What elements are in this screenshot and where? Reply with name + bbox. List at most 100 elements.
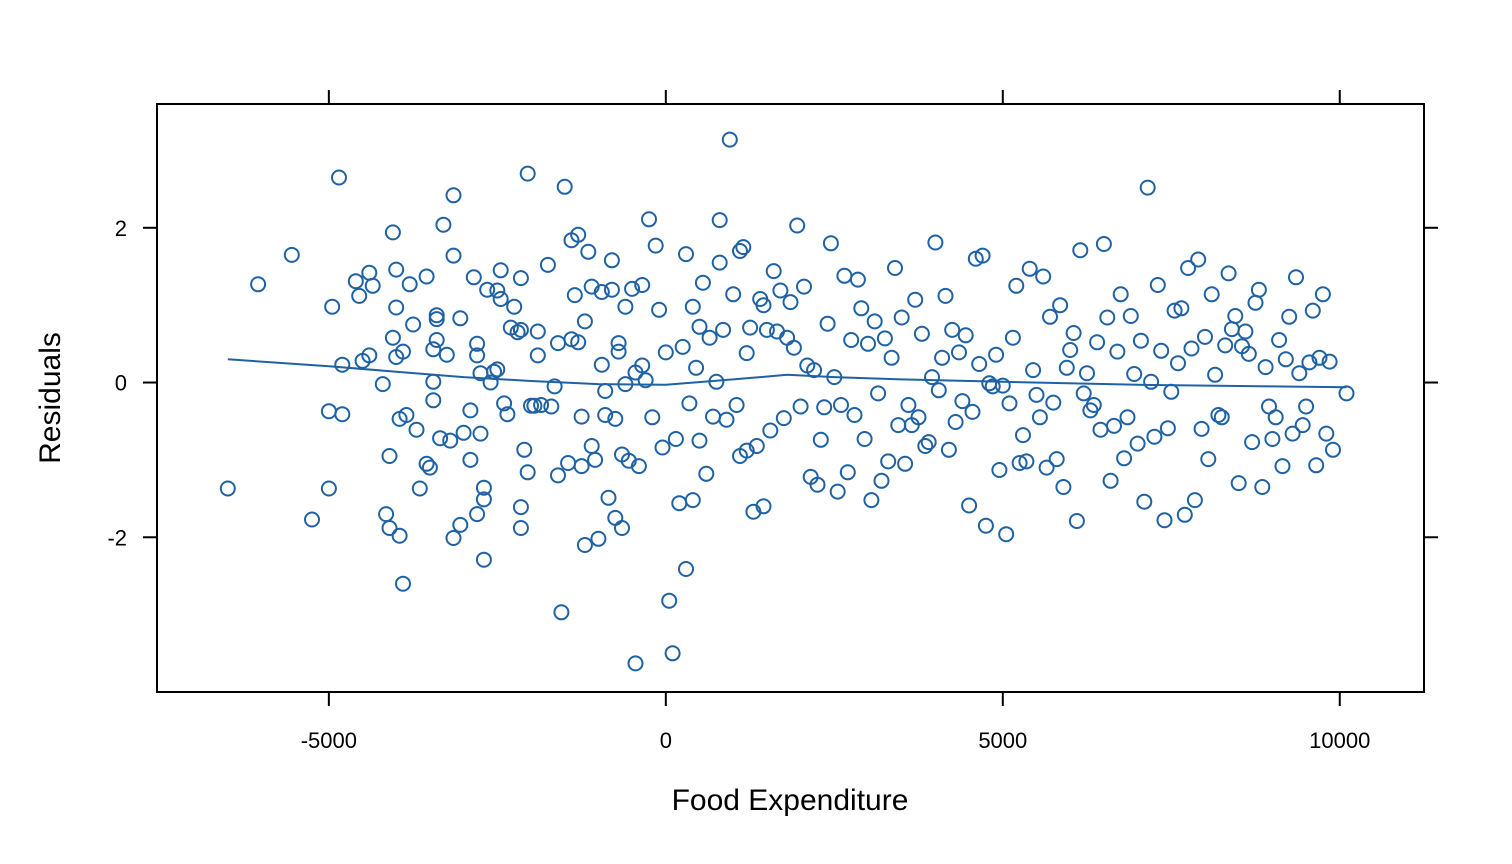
data-point <box>1264 431 1281 447</box>
data-point <box>1011 455 1028 471</box>
data-point <box>1254 479 1271 495</box>
data-point <box>1079 365 1095 382</box>
data-point <box>1240 345 1257 362</box>
data-point <box>1173 300 1190 317</box>
data-point <box>738 345 755 362</box>
data-point <box>512 499 529 516</box>
data-point <box>624 280 641 297</box>
data-point <box>590 530 607 547</box>
data-point <box>1102 472 1119 489</box>
data-point <box>570 334 587 351</box>
data-point <box>452 310 469 327</box>
data-point <box>1021 260 1038 277</box>
data-point <box>1001 395 1018 412</box>
data-point <box>711 254 728 271</box>
data-point <box>610 335 627 352</box>
data-point <box>917 438 934 454</box>
data-point <box>1207 366 1224 383</box>
data-point <box>1008 277 1025 294</box>
data-point <box>334 356 351 373</box>
data-point <box>1159 420 1176 437</box>
data-point <box>664 645 681 662</box>
x-tick-label: 5000 <box>978 728 1027 753</box>
data-point <box>283 246 300 263</box>
data-point <box>856 431 873 447</box>
data-point <box>219 480 236 497</box>
axis-ticks <box>143 90 1438 706</box>
data-point <box>1180 260 1197 276</box>
data-point <box>1136 493 1153 510</box>
data-point <box>732 243 748 259</box>
data-point <box>1301 354 1318 371</box>
smooth-line <box>227 358 1347 389</box>
data-point <box>469 506 486 523</box>
data-point <box>1132 332 1149 349</box>
data-point <box>506 298 523 315</box>
data-point <box>573 458 590 475</box>
data-point <box>1004 329 1021 346</box>
data-point <box>1247 294 1264 311</box>
data-point <box>951 344 967 361</box>
data-point <box>1116 450 1133 467</box>
data-point <box>573 408 590 425</box>
data-point <box>947 414 964 430</box>
data-point <box>1018 453 1035 470</box>
data-point <box>705 408 721 425</box>
data-point <box>718 411 735 428</box>
data-point <box>1072 242 1089 259</box>
data-point <box>519 464 536 481</box>
data-point <box>576 313 593 330</box>
data-point <box>863 492 880 509</box>
data-point <box>1304 302 1321 319</box>
data-point <box>556 178 573 195</box>
data-point <box>964 403 981 420</box>
data-point <box>1193 420 1210 437</box>
data-point <box>873 472 890 489</box>
data-point <box>1298 398 1315 415</box>
y-tick-labels: -2 0 2 <box>107 216 127 550</box>
data-point <box>593 356 610 373</box>
data-point <box>1271 332 1288 348</box>
y-tick-label: 0 <box>115 371 127 396</box>
data-point <box>452 516 469 533</box>
data-point <box>1176 506 1193 523</box>
data-point <box>1230 475 1247 492</box>
data-point <box>516 441 533 458</box>
data-point <box>1146 428 1163 445</box>
data-point <box>469 347 486 364</box>
x-tick-label: -5000 <box>301 728 357 753</box>
data-point <box>994 377 1011 394</box>
data-point <box>782 294 799 311</box>
data-point <box>748 438 765 454</box>
data-point <box>381 520 398 536</box>
data-point <box>971 356 988 372</box>
data-point <box>603 252 620 269</box>
data-point <box>1308 457 1325 474</box>
data-point <box>462 402 479 419</box>
data-point <box>1015 427 1031 444</box>
data-point <box>738 442 755 459</box>
data-point <box>998 526 1015 543</box>
data-point <box>546 378 563 395</box>
data-point <box>701 329 718 346</box>
data-point <box>361 347 378 364</box>
data-point <box>1213 409 1230 426</box>
data-point <box>641 211 657 228</box>
data-point <box>1112 286 1129 303</box>
data-point <box>627 655 644 672</box>
data-point <box>529 323 546 340</box>
data-point <box>944 321 961 338</box>
data-point <box>883 349 900 366</box>
data-point <box>384 224 401 241</box>
data-point <box>391 527 408 544</box>
data-point <box>435 216 452 233</box>
data-point <box>432 430 449 447</box>
data-point <box>671 495 688 512</box>
data-point <box>812 431 829 448</box>
data-point <box>425 373 442 390</box>
data-point <box>479 281 496 298</box>
data-point <box>519 165 536 182</box>
data-point <box>913 325 930 342</box>
data-point <box>1284 425 1301 442</box>
